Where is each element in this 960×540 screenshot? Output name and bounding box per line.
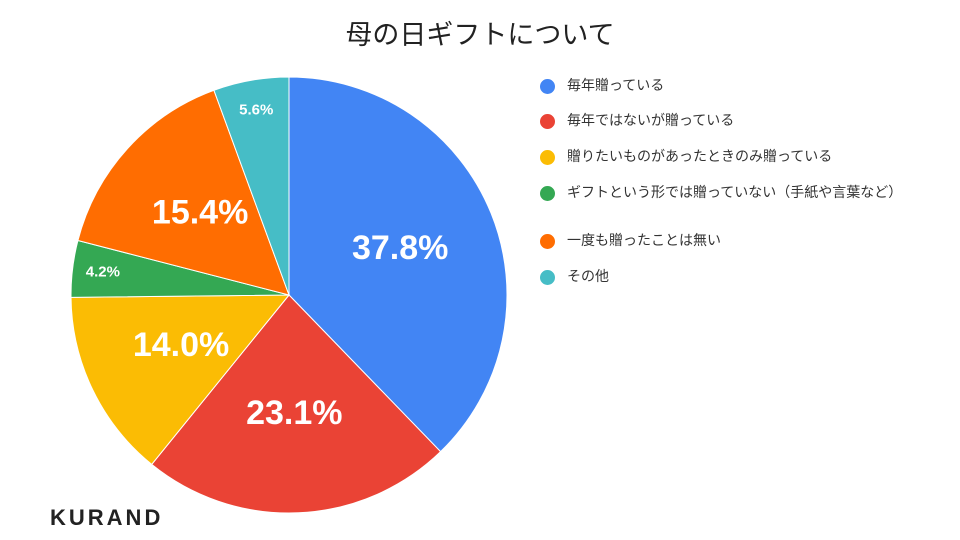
- legend-swatch: [540, 114, 555, 129]
- slice-label: 37.8%: [352, 229, 448, 267]
- legend-swatch: [540, 79, 555, 94]
- legend-swatch: [540, 234, 555, 249]
- legend-label: 贈りたいものがあったときのみ贈っている: [567, 149, 833, 165]
- slice-label: 15.4%: [152, 193, 248, 231]
- legend-swatch: [540, 186, 555, 201]
- slice-label: 4.2%: [86, 263, 120, 280]
- legend-item: 贈りたいものがあったときのみ贈っている: [540, 149, 900, 165]
- legend-item: 一度も贈ったことは無い: [540, 233, 900, 249]
- pie-slice: [70, 294, 291, 466]
- legend-swatch: [540, 270, 555, 285]
- pie-slice: [151, 294, 442, 514]
- slice-label: 14.0%: [133, 326, 229, 364]
- legend-item: 毎年贈っている: [540, 78, 900, 94]
- legend-label: 毎年贈っている: [567, 78, 665, 94]
- legend-label: 毎年ではないが贈っている: [567, 113, 735, 129]
- slice-label: 5.6%: [239, 101, 273, 118]
- pie-slice: [77, 89, 290, 296]
- legend-label: ギフトという形では贈っていない（手紙や言葉など）: [567, 185, 903, 201]
- logo: KURAND: [50, 505, 164, 530]
- chart-title: 母の日ギフトについて: [345, 20, 614, 51]
- legend-label: その他: [567, 269, 609, 285]
- legend-label: 一度も贈ったことは無い: [567, 233, 721, 249]
- slice-label: 23.1%: [246, 394, 342, 432]
- legend-item: ギフトという形では贈っていない（手紙や言葉など）: [540, 185, 903, 201]
- legend-item: 毎年ではないが贈っている: [540, 113, 900, 129]
- legend-item: その他: [540, 269, 900, 285]
- pie-slice: [213, 76, 290, 296]
- pie-slice: [288, 76, 508, 453]
- legend-swatch: [540, 150, 555, 165]
